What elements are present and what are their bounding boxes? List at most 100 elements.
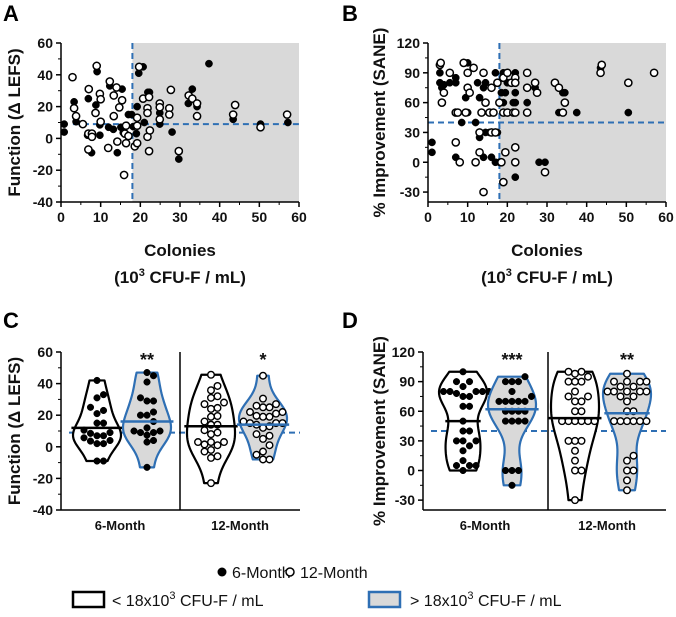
y-tick-label: 30 [399,433,415,449]
point-6-month [143,378,151,386]
point-12-month [219,398,228,407]
point-12-month [200,417,209,426]
point-12-month [213,428,222,437]
point-12-month [144,92,154,102]
y-tick-label: 20 [37,407,53,423]
category-label: 6-Month [95,518,146,533]
point-6-month [99,406,108,415]
point-6-month [514,466,523,475]
point-6-month [99,419,108,427]
violin-group-6-month-below [437,368,493,475]
legend-6-month: 6-Month [232,565,291,582]
point-6-month [511,98,520,107]
point-6-month [465,402,474,410]
point-12-month [134,62,144,72]
point-6-month [106,436,114,445]
point-6-month [109,125,118,134]
point-6-month [465,442,474,450]
point-12-month [252,411,261,420]
point-12-month [623,486,632,495]
point-12-month [497,157,506,167]
point-12-month [192,111,202,121]
x-tick-label: 50 [619,209,635,225]
point-12-month [96,94,106,104]
point-6-month [472,437,480,445]
point-6-month [133,102,142,111]
y-tick-label: 0 [45,439,53,455]
point-12-month [114,103,124,112]
point-12-month [571,436,580,445]
point-12-month [451,138,461,147]
point-6-month [188,85,197,93]
legend-12-month: 12-Month [300,565,368,582]
point-6-month [514,417,523,425]
point-12-month [623,397,632,406]
point-12-month [597,60,607,70]
point-6-month [174,155,183,163]
point-6-month [93,419,101,427]
point-12-month [68,72,77,82]
x-tick-label: 50 [252,209,268,225]
point-6-month [541,158,549,167]
x-axis-unit: (103 CFU-F / mL) [114,267,246,287]
panel-D: D -30 0 30 60 90 120% Improvement (SANE) 6-Mont… [342,308,666,533]
point-12-month [445,68,455,78]
unit-prefix: (10 [481,268,506,287]
point-12-month [489,108,498,117]
violin-shape [121,371,173,469]
x-tick-label: 40 [579,209,595,225]
point-12-month [479,187,488,197]
point-6-month [501,417,510,425]
category-label: 12-Month [211,518,269,533]
point-6-month [86,437,95,445]
point-6-month [451,78,460,87]
y-tick-label: 20 [37,99,53,115]
legend-above-box-icon [367,590,402,609]
point-12-month [252,430,261,439]
point-12-month [206,404,215,413]
point-12-month [228,110,238,119]
point-12-month [436,58,446,68]
point-12-month [132,138,142,148]
point-6-month [149,397,158,405]
violin-shape [549,370,601,502]
point-6-month [475,93,484,102]
y-axis-label: Function (Δ LEFS) [5,357,24,505]
significance-marker: ** [620,350,634,370]
point-6-month [508,378,516,386]
point-6-month [521,417,529,425]
point-6-month [501,88,510,97]
y-tick-label: 60 [37,35,53,51]
point-12-month [642,387,651,396]
point-12-month [69,103,79,113]
point-12-month [213,441,222,450]
point-12-month [103,143,113,153]
x-axis-unit: (103 CFU-F / mL) [481,267,613,287]
point-12-month [259,403,268,412]
y-tick-label: 30 [404,124,420,140]
point-6-month [136,394,145,402]
point-6-month [457,118,466,127]
point-12-month [245,408,254,417]
point-12-month [636,387,645,396]
legend-filled-dot-icon [217,567,227,577]
panel-letter: D [342,308,358,333]
point-6-month [508,466,516,475]
point-6-month [508,397,516,405]
point-12-month [463,68,473,78]
point-6-month [284,118,292,127]
point-6-month [149,436,158,445]
point-12-month [465,88,474,98]
point-6-month [478,387,487,396]
x-tick-label: 0 [424,209,432,225]
point-6-month [501,466,510,475]
point-6-month [436,68,444,77]
point-6-month [459,447,467,455]
point-12-month [532,88,542,98]
point-12-month [623,476,632,485]
point-12-month [642,377,651,386]
x-tick-label: 20 [500,209,516,225]
point-6-month [572,108,581,117]
